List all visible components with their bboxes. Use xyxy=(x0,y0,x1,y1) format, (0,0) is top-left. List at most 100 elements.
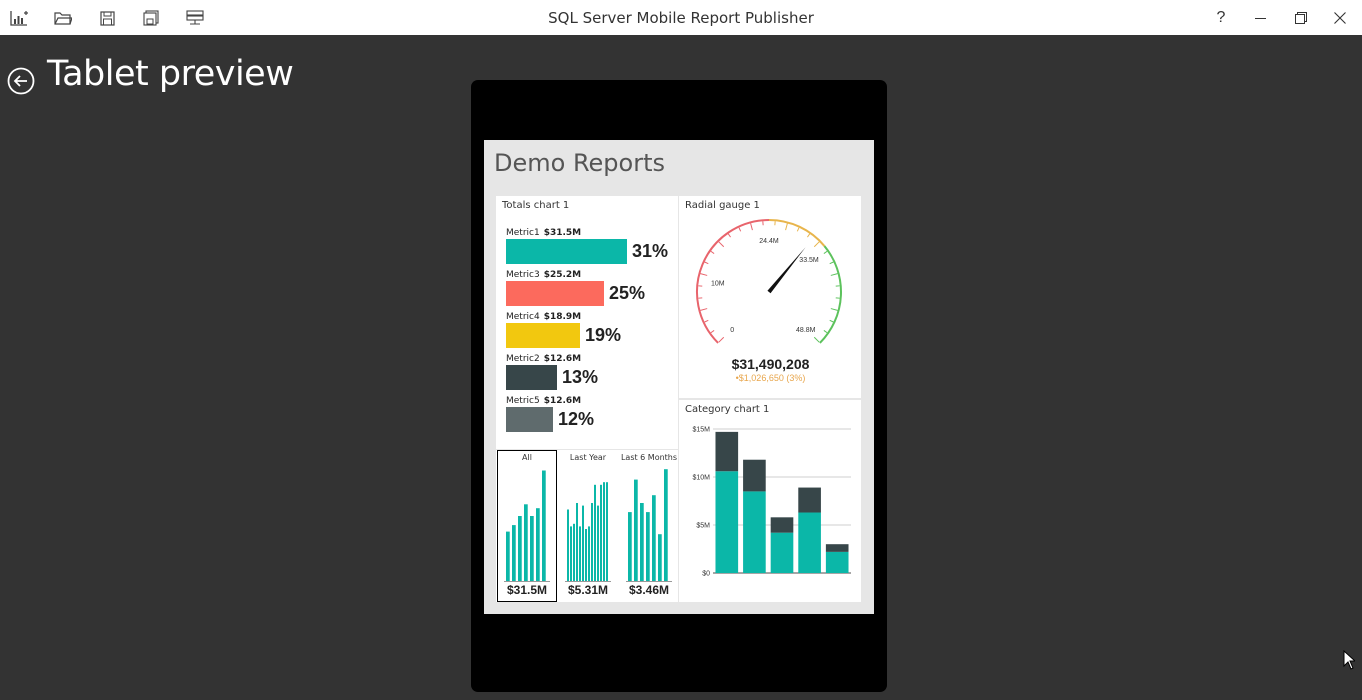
time-filter-all[interactable]: All $31.5M xyxy=(497,450,557,602)
page-title: Tablet preview xyxy=(47,54,293,94)
gauge-tick xyxy=(739,228,741,232)
gauge-scale-label: 48.8M xyxy=(796,327,816,334)
gauge-tick xyxy=(830,320,834,322)
metric-row[interactable]: Metric5 $12.6M 12% xyxy=(506,396,594,432)
metric-value: $18.9M xyxy=(544,312,581,322)
gauge-band-red xyxy=(697,220,769,343)
gauge-tick xyxy=(824,330,827,332)
time-filter-last-year[interactable]: Last Year $5.31M xyxy=(558,450,618,602)
time-filter-last-6-months[interactable]: Last 6 Months $3.46M xyxy=(619,450,679,602)
restore-icon xyxy=(1295,12,1307,24)
gauge-tick xyxy=(700,309,707,311)
minimize-button[interactable] xyxy=(1251,8,1271,28)
metric-percent: 19% xyxy=(585,325,621,346)
back-button[interactable] xyxy=(7,67,35,95)
gauge-tick xyxy=(830,262,834,264)
gauge-tick xyxy=(719,242,724,247)
metric-label: Metric3 $25.2M xyxy=(506,270,645,280)
sparkline-bar xyxy=(512,525,516,581)
gauge-needle xyxy=(767,247,805,293)
sparkline-bar xyxy=(594,485,596,581)
metric-percent: 13% xyxy=(562,367,598,388)
metric-bar xyxy=(506,239,627,264)
help-button[interactable]: ? xyxy=(1211,8,1231,28)
metric-value: $12.6M xyxy=(544,354,581,364)
category-chart-tile[interactable]: Category chart 1 $0 $5M $10M $15M xyxy=(679,400,861,602)
category-y-tick-label: $10M xyxy=(692,475,710,482)
metric-row[interactable]: Metric3 $25.2M 25% xyxy=(506,270,645,306)
metric-value: $12.6M xyxy=(544,396,581,406)
sparkline-bar xyxy=(570,526,572,581)
category-bar-segment xyxy=(798,488,821,513)
sparkline-bar xyxy=(634,480,638,581)
sparkline-bar xyxy=(576,503,578,581)
gauge-tick xyxy=(728,234,730,237)
gauge-tick xyxy=(814,242,819,247)
gauge-scale-label: 33.5M xyxy=(799,257,819,264)
category-y-tick-label: $15M xyxy=(692,427,710,434)
sparkline-bar xyxy=(579,526,581,581)
sparkline-bar xyxy=(658,534,662,581)
gauge-tick xyxy=(711,251,714,253)
metric-percent: 25% xyxy=(609,283,645,304)
gauge-tick xyxy=(711,330,714,332)
gauge-tick xyxy=(751,223,753,230)
sparkline-bar xyxy=(585,529,587,581)
category-bar-segment xyxy=(715,432,738,471)
sparkline-bar xyxy=(524,504,528,581)
metric-bar xyxy=(506,407,553,432)
sparkline-chart xyxy=(498,451,556,601)
totals-chart-tile[interactable]: Totals chart 1 Metric1 $31.5M 31% Metric3 $2… xyxy=(496,196,678,449)
category-bar-segment xyxy=(771,517,794,532)
metric-row[interactable]: Metric4 $18.9M 19% xyxy=(506,312,621,348)
metric-bar xyxy=(506,365,557,390)
tile-title: Radial gauge 1 xyxy=(685,200,760,211)
radial-gauge-tile[interactable]: Radial gauge 1 0 10M 24.4M 33.5M 48.8M $31,4… xyxy=(679,196,861,398)
metric-name: Metric4 xyxy=(506,312,540,322)
sparkline-bar xyxy=(567,510,569,582)
sparkline-bar xyxy=(603,482,605,581)
app-title: SQL Server Mobile Report Publisher xyxy=(0,9,1362,27)
sparkline-bar xyxy=(518,516,522,581)
close-button[interactable] xyxy=(1330,8,1350,28)
category-y-tick-label: $5M xyxy=(696,523,710,530)
category-bar-segment xyxy=(826,552,849,573)
back-arrow-icon xyxy=(7,67,35,95)
metric-name: Metric2 xyxy=(506,354,540,364)
sparkline-bar xyxy=(646,512,650,581)
tile-title: Category chart 1 xyxy=(685,404,769,415)
metric-name: Metric1 xyxy=(506,228,540,238)
tile-title: Totals chart 1 xyxy=(502,200,569,211)
metric-row[interactable]: Metric2 $12.6M 13% xyxy=(506,354,598,390)
category-bar-segment xyxy=(771,533,794,573)
metric-label: Metric4 $18.9M xyxy=(506,312,621,322)
title-bar: SQL Server Mobile Report Publisher ? xyxy=(0,0,1362,35)
category-chart: $0 $5M $10M $15M xyxy=(679,416,861,602)
gauge-scale-label: 24.4M xyxy=(759,238,779,245)
radial-gauge: 0 10M 24.4M 33.5M 48.8M xyxy=(679,212,861,372)
sparkline-bar xyxy=(506,532,510,581)
sparkline-bar xyxy=(600,485,602,581)
sparkline-bar xyxy=(542,471,546,582)
metric-label: Metric5 $12.6M xyxy=(506,396,594,406)
metric-percent: 31% xyxy=(632,241,668,262)
sparkline-bar xyxy=(530,516,534,581)
metric-row[interactable]: Metric1 $31.5M 31% xyxy=(506,228,668,264)
time-navigator-tile: All $31.5M Last Year $5.31M Last 6 Months $3.… xyxy=(496,450,678,602)
report-title: Demo Reports xyxy=(494,149,665,177)
gauge-scale-label: 0 xyxy=(730,327,734,334)
restore-button[interactable] xyxy=(1291,8,1311,28)
gauge-value: $31,490,208 xyxy=(679,356,862,372)
metric-percent: 12% xyxy=(558,409,594,430)
sparkline-bar xyxy=(591,503,593,581)
metric-bar xyxy=(506,281,604,306)
gauge-tick xyxy=(831,274,838,276)
gauge-tick xyxy=(797,228,799,232)
category-bar-segment xyxy=(743,491,766,573)
sparkline-bar xyxy=(652,495,656,581)
gauge-tick xyxy=(705,262,709,264)
gauge-delta: •$1,026,650 (3%) xyxy=(679,373,862,383)
category-bar-segment xyxy=(798,513,821,573)
sparkline-bar xyxy=(597,506,599,581)
gauge-tick xyxy=(786,223,788,230)
